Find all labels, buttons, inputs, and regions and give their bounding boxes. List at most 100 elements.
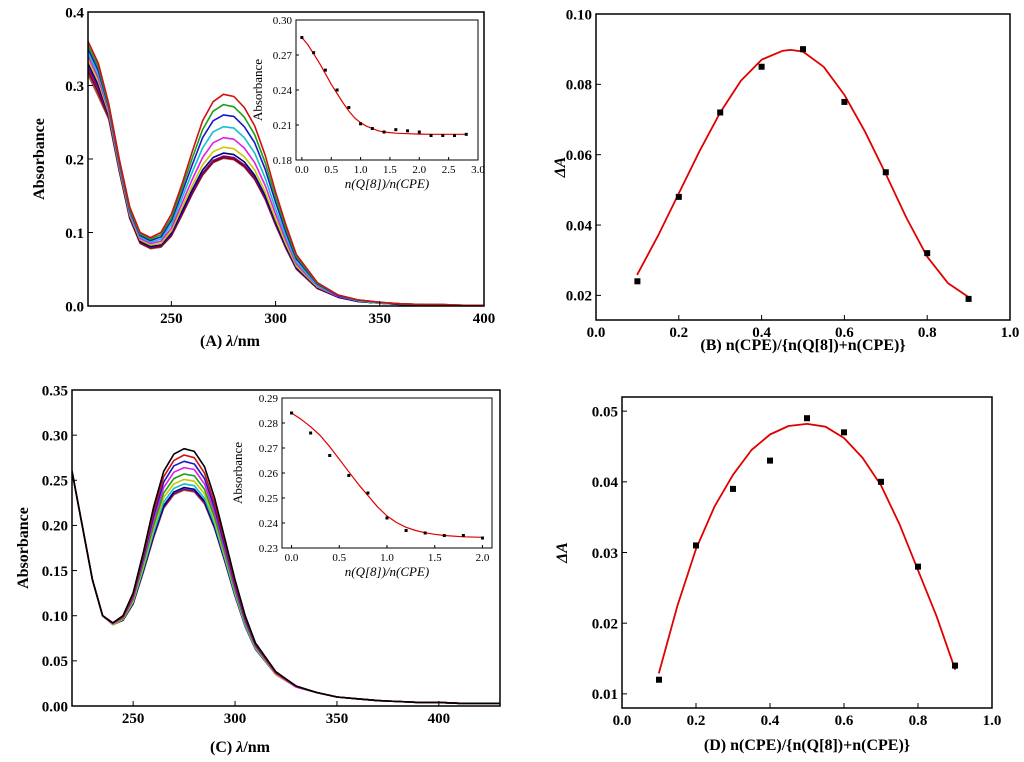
inset-background [296, 20, 478, 160]
panel-B: 0.0 0.2 0.4 0.6 0.8 1.0 0.02 0.04 0.06 0.08 0.10 (B… [552, 7, 1019, 354]
y-tick-label: 0.29 [259, 393, 279, 405]
x-tick-label: 0.2 [669, 325, 688, 341]
x-axis-label-prefix: (C) [210, 739, 236, 756]
plot-frame [621, 396, 993, 709]
x-axis-label-unit: /nm [242, 739, 270, 756]
data-point [717, 109, 724, 116]
x-axis-label-prefix: (A) [200, 333, 226, 350]
y-tick-label: 0.18 [273, 155, 293, 167]
data-point [841, 429, 847, 436]
x-tick-label: 2.5 [442, 164, 456, 176]
data-point [804, 415, 810, 422]
inset-data-point [480, 536, 484, 540]
y-tick-label: 0.01 [592, 687, 618, 703]
y-tick-label: 0.25 [42, 474, 68, 490]
panel-C: 250 300 350 400 0.00 0.05 0.10 0.15 0.20 0.25 0.30… [15, 383, 501, 756]
x-tick-label: 0.0 [285, 552, 299, 564]
y-tick-label: 0.24 [259, 518, 279, 530]
data-point [878, 478, 884, 485]
y-tick-label: 0.04 [592, 475, 619, 491]
plot-frame [595, 13, 1011, 321]
inset-data-point [300, 36, 304, 39]
x-tick-label: 0.0 [587, 325, 606, 341]
y-axis-label: ΔA [554, 542, 571, 564]
y-tick-label: 0.04 [566, 218, 593, 234]
x-tick-label: 0.8 [918, 325, 937, 341]
y-axis-label: Absorbance [31, 118, 48, 200]
y-tick-label: 0.02 [592, 616, 618, 632]
x-tick-label: 0.4 [752, 325, 771, 341]
x-tick-label: 1.5 [383, 164, 397, 176]
x-tick-label: 350 [369, 311, 392, 327]
x-tick-label: 0.6 [835, 713, 854, 729]
spectra-lines [72, 447, 500, 705]
y-tick-label: 0.4 [65, 5, 84, 21]
inset-background [282, 398, 492, 548]
y-tick-label: 0.24 [273, 85, 293, 97]
x-axis-label-unit: /nm [232, 333, 260, 350]
inset-data-point [382, 130, 386, 134]
inset-data-point [453, 134, 457, 137]
inset-data-point [347, 474, 351, 477]
y-tick-label: 0.05 [42, 654, 68, 670]
inset-data-point [312, 51, 316, 55]
spectra-lines [88, 40, 484, 306]
x-tick-label: 0.4 [761, 713, 780, 729]
data-point [952, 662, 958, 669]
x-tick-label: 1.0 [1001, 325, 1020, 341]
fit-curve [658, 422, 956, 674]
inset-plot: 0.0 0.5 1.0 1.5 2.0 0.23 0.24 0.25 0.26 0.27 0.28 0… [230, 393, 493, 579]
inset-data-point [323, 68, 327, 72]
x-tick-label: 1.5 [428, 552, 442, 564]
spectrum-line [72, 447, 500, 705]
y-tick-label: 0.30 [273, 15, 293, 27]
x-tick-label: 0.8 [909, 713, 928, 729]
x-tick-label: 1.0 [983, 713, 1002, 729]
inset-data-point [461, 534, 465, 537]
inset-y-axis-label: Absorbance [230, 442, 245, 504]
data-point [675, 193, 682, 200]
x-tick-label: 400 [428, 711, 451, 727]
x-axis-label: (D) n(CPE)/{n(Q[8])+n(CPE)} [704, 737, 910, 754]
y-tick-label: 0.00 [42, 699, 68, 715]
inset-plot: 0.0 0.5 1.0 1.5 2.0 2.5 3.0 0.18 0.21 0.24 0.27 0.3… [250, 15, 485, 191]
x-tick-label: 250 [160, 311, 183, 327]
x-axis-label-variable: λ [225, 333, 233, 350]
y-axis-label: ΔA [552, 156, 569, 178]
data-point [965, 295, 972, 302]
inset-data-point [429, 134, 433, 137]
y-tick-label: 0.28 [259, 418, 279, 430]
data-point [758, 63, 765, 70]
y-tick-label: 0.0 [65, 299, 84, 315]
x-tick-label: 250 [122, 711, 145, 727]
x-tick-label: 1.0 [354, 164, 368, 176]
inset-data-point [441, 134, 445, 137]
y-tick-label: 0.35 [42, 383, 68, 399]
y-tick-label: 0.26 [259, 468, 279, 480]
data-point [915, 563, 921, 570]
y-tick-label: 0.2 [65, 152, 84, 168]
y-tick-label: 0.3 [65, 79, 84, 95]
y-tick-label: 0.15 [42, 564, 68, 580]
data-point [882, 169, 889, 176]
panel-D: 0.0 0.2 0.4 0.6 0.8 1.0 0.01 0.02 0.03 0.04 0.05 (D… [554, 396, 1002, 754]
inset-y-axis-label: Absorbance [250, 59, 265, 121]
x-tick-label: 0.6 [835, 325, 854, 341]
plot-frame [71, 389, 501, 707]
y-tick-label: 0.21 [273, 120, 292, 132]
x-tick-label: 300 [224, 711, 247, 727]
inset-data-point [290, 411, 294, 415]
x-tick-label: 2.0 [476, 552, 490, 564]
inset-x-axis-label: n(Q[8])/n(CPE) [345, 176, 430, 191]
x-axis-label: (B) n(CPE)/{n(Q[8])+n(CPE)} [700, 337, 905, 354]
inset-data-point [423, 531, 427, 535]
data-point [730, 485, 736, 492]
y-tick-label: 0.06 [566, 148, 593, 164]
x-tick-label: 300 [264, 311, 287, 327]
y-tick-label: 0.27 [259, 443, 279, 455]
y-tick-label: 0.02 [566, 289, 592, 305]
data-point [656, 676, 662, 683]
y-tick-label: 0.03 [592, 546, 618, 562]
inset-data-point [406, 129, 410, 133]
x-tick-label: 2.0 [412, 164, 426, 176]
